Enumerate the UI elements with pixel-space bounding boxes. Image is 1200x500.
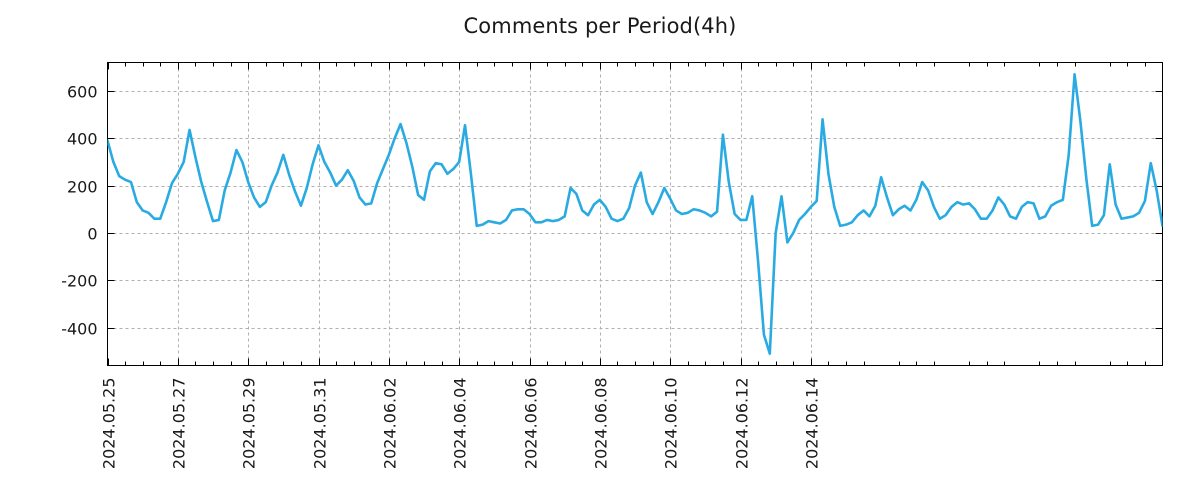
y-tick-label: 0 [87,225,97,244]
x-tick-label: 2024.06.02 [381,378,400,470]
x-axis-tick-labels: 2024.05.25 2024.05.27 2024.05.29 2024.05.31… [100,378,822,470]
y-gridlines [107,91,1163,329]
plot-frame [107,62,1163,366]
x-tick-label: 2024.05.27 [170,378,189,470]
y-tick-label: 200 [67,178,98,197]
x-gridlines [178,62,812,366]
y-axis-tick-labels: -400 -200 0 200 400 600 [61,83,97,339]
data-series-line [107,73,1163,355]
x-tick-label: 2024.06.10 [662,378,681,470]
chart-title: Comments per Period(4h) [463,14,737,38]
y-tick-label: -200 [61,272,97,291]
y-tick-label: 600 [67,83,98,102]
y-tick-label: 400 [67,130,98,149]
x-axis-ticks [108,62,1146,366]
x-tick-label: 2024.06.12 [733,378,752,470]
y-tick-label: -400 [61,320,97,339]
x-tick-label: 2024.06.08 [592,378,611,470]
x-tick-label: 2024.05.25 [100,378,119,470]
x-tick-label: 2024.06.06 [522,378,541,470]
x-tick-label: 2024.05.31 [311,378,330,470]
y-axis-ticks [107,91,1163,329]
x-tick-label: 2024.06.14 [803,378,822,470]
x-tick-label: 2024.05.29 [240,378,259,470]
x-tick-label: 2024.06.04 [451,378,470,470]
